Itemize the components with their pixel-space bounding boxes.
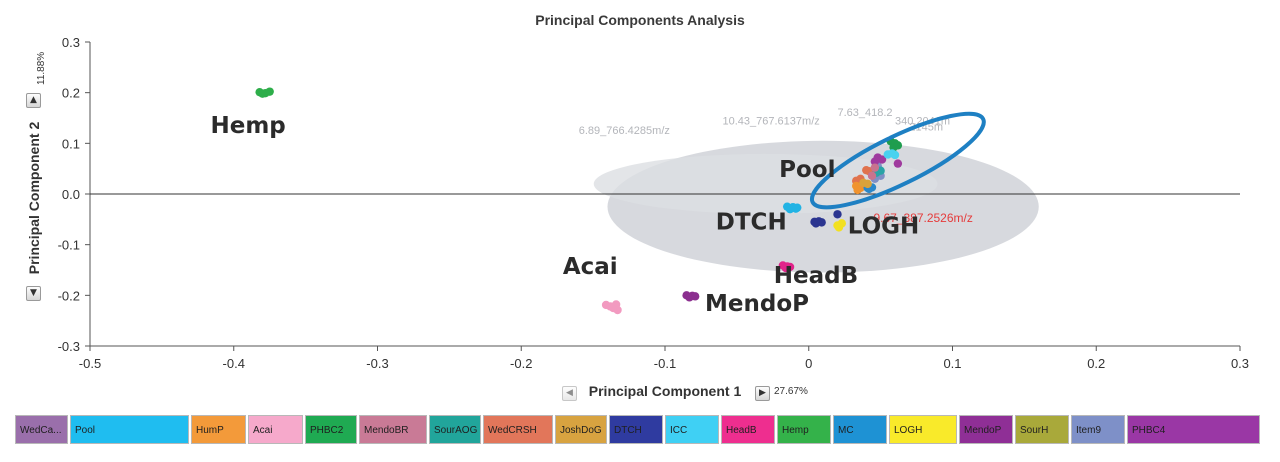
group-label: MendoP bbox=[705, 291, 809, 317]
x-tick-label: 0.2 bbox=[1087, 356, 1105, 371]
legend-item[interactable]: SourH bbox=[1015, 415, 1069, 444]
legend-item[interactable]: HumP bbox=[191, 415, 246, 444]
y-tick-label: -0.2 bbox=[58, 288, 80, 303]
legend-item[interactable]: LOGH bbox=[889, 415, 957, 444]
feature-label: 10.43_767.6137m/z bbox=[723, 116, 820, 128]
data-point bbox=[258, 89, 267, 98]
chevron-left-icon: ◀ bbox=[566, 388, 573, 398]
legend-item[interactable]: MC bbox=[833, 415, 887, 444]
data-point bbox=[690, 292, 700, 301]
group-label: Acai bbox=[563, 254, 618, 280]
y-tick-label: -0.1 bbox=[58, 238, 80, 253]
y-component-up-button[interactable]: ▲ bbox=[26, 93, 41, 108]
legend-item[interactable]: ICC bbox=[665, 415, 719, 444]
feature-label: 7.63_418.2 bbox=[838, 107, 893, 119]
y-tick-label: 0.2 bbox=[62, 86, 80, 101]
legend-item[interactable]: MendoBR bbox=[359, 415, 427, 444]
data-point bbox=[834, 223, 844, 232]
legend-item[interactable]: Hemp bbox=[777, 415, 831, 444]
legend-item[interactable]: Acai bbox=[248, 415, 303, 444]
legend-item[interactable]: JoshDoG bbox=[555, 415, 607, 444]
y-tick-label: 0.1 bbox=[62, 136, 80, 151]
data-point bbox=[785, 262, 795, 272]
highlight-feature-label: 9.67_387.2526m/z bbox=[873, 211, 972, 225]
y-component-down-button[interactable]: ▼ bbox=[26, 286, 41, 301]
chart-title: Principal Components Analysis bbox=[535, 12, 745, 28]
x-tick-label: -0.4 bbox=[223, 356, 245, 371]
y-axis-title: Principal Component 2 bbox=[26, 122, 42, 275]
data-point bbox=[833, 210, 842, 219]
x-component-prev-button[interactable]: ◀ bbox=[562, 386, 577, 401]
legend-item[interactable]: HeadB bbox=[721, 415, 775, 444]
pca-chart: Principal Components Analysis 6.89_766.42… bbox=[26, 12, 1249, 399]
x-variance-label: 27.67% bbox=[774, 386, 808, 397]
group-label: HeadB bbox=[774, 263, 858, 289]
data-point bbox=[870, 163, 880, 172]
x-tick-label: 0 bbox=[805, 356, 812, 371]
legend-item[interactable]: WedCa... bbox=[15, 415, 68, 444]
data-point bbox=[877, 155, 887, 164]
y-tick-label: 0.3 bbox=[62, 35, 80, 50]
legend-item[interactable]: MendoP bbox=[959, 415, 1013, 444]
group-label: LOGH bbox=[848, 214, 920, 240]
x-tick-label: 0.1 bbox=[943, 356, 961, 371]
legend-item[interactable]: PHBC4 bbox=[1127, 415, 1260, 444]
data-point bbox=[867, 171, 877, 180]
data-point bbox=[890, 150, 900, 160]
feature-loadings-cloud-core bbox=[593, 153, 938, 214]
x-component-next-button[interactable]: ▶ bbox=[755, 386, 770, 401]
y-tick-label: 0.0 bbox=[62, 187, 80, 202]
chevron-right-icon: ▶ bbox=[759, 388, 766, 398]
feature-label: 6.89_766.4285m/z bbox=[579, 125, 670, 137]
group-label: Hemp bbox=[210, 113, 285, 139]
group-legend: WedCa... Pool HumP Acai PHBC2 MendoBR SourAOG W… bbox=[15, 415, 1261, 445]
legend-item[interactable]: SourAOG bbox=[429, 415, 481, 444]
data-point bbox=[863, 179, 872, 189]
data-point bbox=[853, 185, 862, 195]
y-variance-label: 11.88% bbox=[36, 51, 47, 85]
group-label: DTCH bbox=[716, 209, 787, 235]
highlight-ellipse bbox=[809, 111, 986, 210]
x-tick-label: -0.3 bbox=[366, 356, 388, 371]
data-point bbox=[870, 157, 880, 166]
x-tick-label: 0.3 bbox=[1231, 356, 1249, 371]
group-label: Pool bbox=[779, 157, 835, 183]
data-point bbox=[791, 204, 801, 213]
chevron-down-icon: ▼ bbox=[30, 288, 37, 298]
legend-item[interactable]: Pool bbox=[70, 415, 189, 444]
chevron-up-icon: ▲ bbox=[30, 95, 37, 105]
data-point bbox=[265, 87, 274, 96]
legend-item[interactable]: Item9 bbox=[1071, 415, 1125, 444]
data-point bbox=[817, 218, 826, 227]
legend-item[interactable]: WedCRSH bbox=[483, 415, 553, 444]
x-tick-label: -0.1 bbox=[654, 356, 676, 371]
x-tick-label: -0.5 bbox=[79, 356, 101, 371]
x-tick-label: -0.2 bbox=[510, 356, 532, 371]
y-tick-label: -0.3 bbox=[58, 339, 80, 354]
data-point bbox=[893, 141, 903, 150]
data-point bbox=[893, 159, 903, 168]
x-axis-title: Principal Component 1 bbox=[589, 383, 742, 399]
legend-item[interactable]: DTCH bbox=[609, 415, 663, 444]
legend-item[interactable]: PHBC2 bbox=[305, 415, 357, 444]
data-point bbox=[609, 303, 618, 313]
